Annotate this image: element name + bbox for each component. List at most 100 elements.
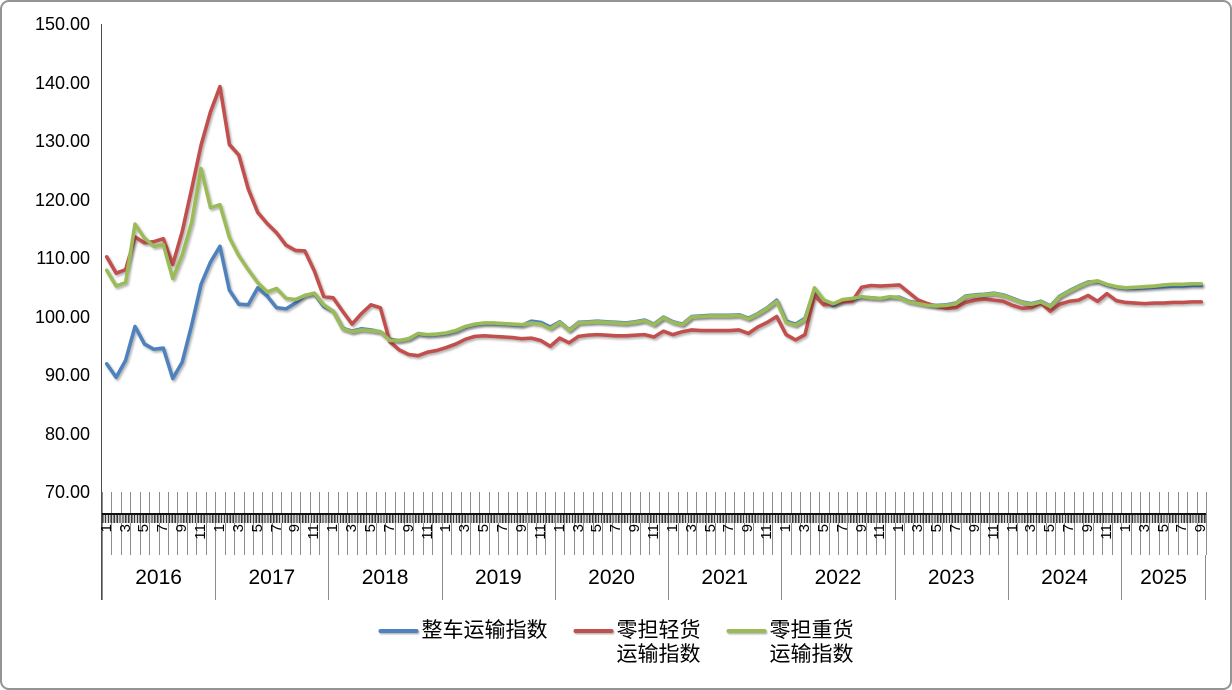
month-tick-line bbox=[592, 492, 594, 555]
legend-label: 零担轻货 运输指数 bbox=[616, 619, 701, 666]
x-axis-month-label: 1 bbox=[210, 524, 228, 533]
legend-label: 整车运输指数 bbox=[421, 619, 548, 642]
month-tick-line bbox=[573, 492, 575, 555]
x-axis-month-label: 11 bbox=[645, 524, 662, 540]
x-axis-month-label: 7 bbox=[720, 524, 738, 533]
month-tick-line bbox=[951, 492, 953, 555]
x-axis-month-label: 3 bbox=[229, 524, 247, 533]
month-tick-line bbox=[1102, 492, 1104, 555]
month-tick-line bbox=[168, 492, 170, 555]
month-tick-line bbox=[781, 492, 783, 555]
y-axis-line bbox=[101, 24, 102, 600]
x-axis-month-label: 3 bbox=[343, 524, 361, 533]
month-tick-line bbox=[970, 492, 972, 555]
x-axis-month-label: 9 bbox=[399, 524, 417, 533]
x-axis-year-label: 2016 bbox=[135, 566, 182, 589]
month-tick-line bbox=[819, 492, 821, 555]
month-tick-line bbox=[705, 492, 707, 555]
month-tick-line bbox=[130, 492, 132, 555]
x-axis-month-label: 9 bbox=[512, 524, 530, 533]
x-axis-month-label: 3 bbox=[456, 524, 474, 533]
x-axis-month-label: 3 bbox=[1022, 524, 1040, 533]
month-tick-line bbox=[913, 492, 915, 555]
x-axis-year-label: 2022 bbox=[814, 566, 862, 589]
month-tick-line bbox=[715, 492, 717, 555]
month-tick-line bbox=[205, 492, 207, 555]
month-tick-line bbox=[658, 492, 660, 555]
month-tick-line bbox=[347, 492, 349, 555]
x-axis-month-label: 5 bbox=[361, 524, 379, 533]
x-axis-year-label: 2023 bbox=[927, 566, 975, 589]
y-axis-tick-label: 110.00 bbox=[36, 248, 90, 268]
month-tick-line bbox=[960, 492, 962, 555]
x-axis-month-label: 1 bbox=[437, 524, 455, 533]
year-separator-line bbox=[668, 555, 670, 600]
month-tick-line bbox=[554, 492, 556, 555]
month-tick-line bbox=[611, 492, 613, 555]
legend-item-full-truckload: 整车运输指数 bbox=[378, 619, 548, 643]
x-axis-year-label: 2017 bbox=[248, 566, 296, 589]
year-separator-line bbox=[894, 555, 896, 600]
legend-item-ltl-light: 零担轻货 运输指数 bbox=[573, 619, 701, 667]
y-axis-tick-label: 90.00 bbox=[44, 365, 90, 385]
x-axis-month-label: 9 bbox=[626, 524, 644, 533]
x-axis-year-label: 2024 bbox=[1041, 566, 1088, 589]
month-tick-line bbox=[743, 492, 745, 555]
month-tick-line bbox=[1007, 492, 1009, 555]
x-axis-month-label: 7 bbox=[380, 524, 398, 533]
month-tick-line bbox=[1196, 492, 1198, 555]
x-axis-month-label: 5 bbox=[1154, 524, 1172, 533]
month-tick-line bbox=[894, 492, 896, 555]
month-tick-line bbox=[545, 492, 547, 555]
month-tick-line bbox=[904, 492, 906, 555]
month-tick-line bbox=[158, 492, 160, 555]
x-axis-year-label: 2020 bbox=[588, 566, 635, 589]
legend-item-ltl-heavy: 零担重货 运输指数 bbox=[726, 619, 854, 667]
month-tick-line bbox=[1139, 492, 1141, 555]
month-tick-line bbox=[847, 492, 849, 555]
year-separator-line bbox=[1121, 555, 1123, 600]
month-tick-line bbox=[998, 492, 1000, 555]
month-tick-line bbox=[1177, 492, 1179, 555]
x-axis-month-label: 5 bbox=[248, 524, 266, 533]
month-tick-line bbox=[177, 492, 179, 555]
month-tick-line bbox=[687, 492, 689, 555]
month-tick-line bbox=[866, 492, 868, 555]
x-axis-tick-comb bbox=[102, 515, 1206, 523]
month-tick-line bbox=[1036, 492, 1038, 555]
x-axis-month-label: 5 bbox=[475, 524, 493, 533]
month-tick-line bbox=[234, 492, 236, 555]
month-tick-line bbox=[196, 492, 198, 555]
month-tick-line bbox=[771, 492, 773, 555]
month-tick-line bbox=[281, 492, 283, 555]
month-tick-line bbox=[309, 492, 311, 555]
x-axis-month-label: 7 bbox=[946, 524, 964, 533]
y-axis-tick-label: 120.00 bbox=[34, 189, 90, 210]
year-separator-line bbox=[328, 555, 330, 600]
x-axis-month-label: 1 bbox=[1116, 524, 1134, 533]
month-tick-line bbox=[564, 492, 566, 555]
month-tick-line bbox=[111, 492, 113, 555]
month-tick-line bbox=[252, 492, 254, 555]
month-tick-line bbox=[734, 492, 736, 555]
month-tick-line bbox=[1206, 492, 1207, 555]
month-tick-line bbox=[885, 492, 887, 555]
x-axis-month-label: 9 bbox=[739, 524, 757, 533]
x-axis-month-label: 3 bbox=[569, 524, 587, 533]
month-tick-line bbox=[224, 492, 226, 555]
x-axis-month-label: 9 bbox=[1079, 524, 1097, 533]
month-tick-line bbox=[120, 492, 122, 555]
series-line-ltl-light bbox=[104, 84, 1204, 358]
y-axis-tick-label: 150.00 bbox=[34, 14, 90, 34]
month-tick-line bbox=[875, 492, 877, 555]
month-tick-line bbox=[1083, 492, 1085, 555]
x-axis-year-label: 2018 bbox=[361, 566, 409, 589]
month-tick-line bbox=[1158, 492, 1160, 555]
x-axis-month-label: 1 bbox=[890, 524, 908, 533]
month-tick-line bbox=[526, 492, 528, 555]
x-axis-month-label: 7 bbox=[1173, 524, 1191, 533]
x-axis-month-label: 3 bbox=[682, 524, 700, 533]
x-axis-month-label: 9 bbox=[286, 524, 304, 533]
year-separator-line bbox=[554, 555, 556, 600]
x-axis-month-label: 5 bbox=[928, 524, 946, 533]
